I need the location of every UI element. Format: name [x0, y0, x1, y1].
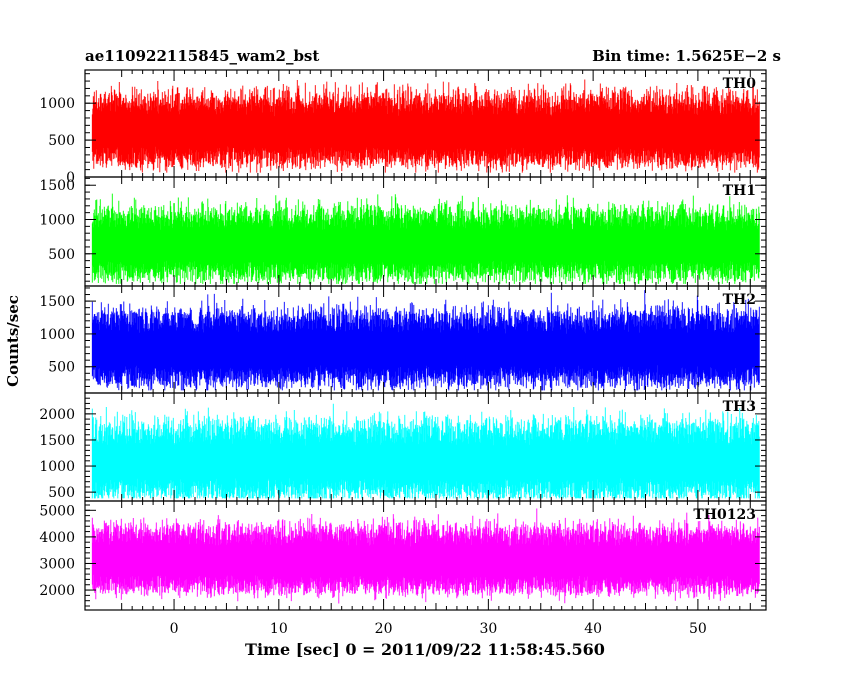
y-tick-label: 3000 — [39, 556, 75, 572]
x-tick-label: 30 — [479, 621, 497, 637]
y-tick-label: 500 — [48, 133, 75, 149]
x-tick-label: 0 — [170, 621, 179, 637]
y-tick-label: 5000 — [39, 503, 75, 519]
series-th1 — [91, 193, 760, 284]
chart-title-right: Bin time: 1.5625E−2 s — [592, 47, 781, 65]
panel-th3: 500 1000 1500 2000 TH3 — [39, 392, 767, 502]
panel-th0: 0 500 1000 TH0 — [39, 69, 767, 186]
panel-label-th2: TH2 — [723, 292, 756, 308]
x-axis: 0 10 20 30 40 50 — [170, 621, 707, 637]
chart-title-left: ae110922115845_wam2_bst — [85, 47, 319, 65]
y-tick-label: 2000 — [39, 407, 75, 423]
y-tick-label: 1500 — [39, 178, 75, 194]
series-th0123 — [91, 508, 760, 604]
panel-label-th1: TH1 — [723, 183, 756, 199]
x-tick-label: 40 — [584, 621, 602, 637]
panel-label-th0: TH0 — [723, 76, 757, 92]
y-tick-label: 4000 — [39, 530, 75, 546]
y-tick-label: 0 — [66, 170, 75, 186]
y-tick-label: 1000 — [39, 96, 75, 112]
x-tick-label: 50 — [689, 621, 707, 637]
x-axis-label: Time [sec] 0 = 2011/09/22 11:58:45.560 — [245, 640, 605, 659]
y-tick-label: 1000 — [39, 213, 75, 229]
y-tick-label: 1000 — [39, 459, 75, 475]
panel-label-th0123: TH0123 — [693, 507, 756, 523]
y-tick-label: 1000 — [39, 327, 75, 343]
panel-label-th3: TH3 — [723, 399, 756, 415]
x-tick-label: 10 — [270, 621, 288, 637]
series-th2 — [91, 290, 760, 391]
series-th3 — [91, 403, 760, 499]
x-tick-label: 20 — [375, 621, 393, 637]
panel-th0123: 2000 3000 4000 5000 TH0123 — [39, 500, 767, 611]
y-tick-label: 1500 — [39, 294, 75, 310]
y-tick-label: 500 — [48, 485, 75, 501]
panel-th1: 500 1000 1500 TH1 — [39, 176, 767, 287]
series-th0 — [91, 78, 760, 173]
y-tick-label: 500 — [48, 360, 75, 376]
y-axis-label: Counts/sec — [4, 295, 22, 387]
y-tick-label: 500 — [48, 247, 75, 263]
y-tick-label: 2000 — [39, 583, 75, 599]
y-tick-label: 1500 — [39, 433, 75, 449]
panel-th2: 500 1000 1500 TH2 — [39, 285, 767, 394]
